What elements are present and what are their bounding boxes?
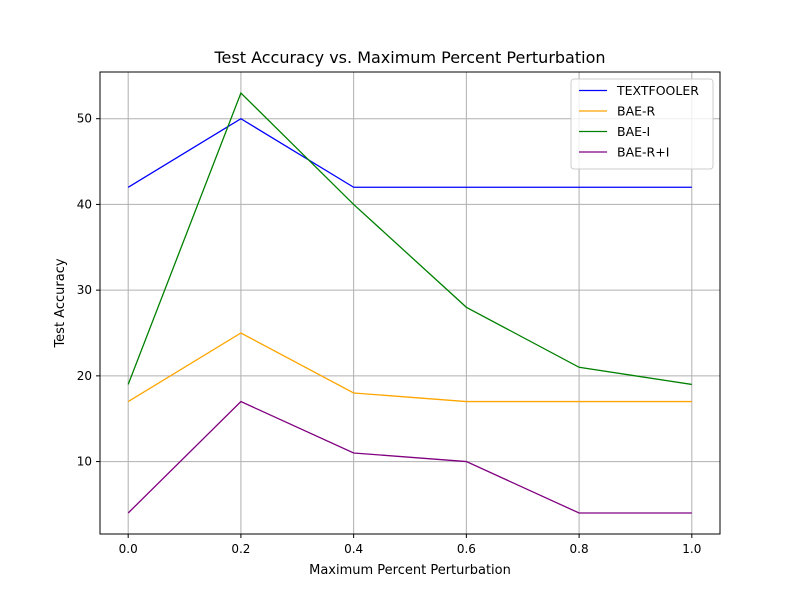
legend-box <box>570 78 714 170</box>
legend-label: BAE-I <box>617 124 650 139</box>
x-axis-label: Maximum Percent Perturbation <box>309 563 511 578</box>
legend-label: BAE-R <box>617 104 656 119</box>
y-tick-label: 30 <box>77 283 92 297</box>
chart-title: Test Accuracy vs. Maximum Percent Pertur… <box>213 48 605 67</box>
series-lines <box>127 91 692 514</box>
x-tick-label: 1.0 <box>682 542 701 556</box>
legend-label: TEXTFOOLER <box>616 83 699 98</box>
x-tick-label: 0.6 <box>457 542 476 556</box>
series-line-bae-r <box>127 332 692 403</box>
x-tick-label: 0.0 <box>119 542 138 556</box>
y-tick-label: 50 <box>77 112 92 126</box>
y-tick-label: 20 <box>77 369 92 383</box>
y-axis-ticks: 10 20 30 40 50 <box>77 112 100 469</box>
x-axis-ticks: 0.0 0.2 0.4 0.6 0.8 1.0 <box>119 534 701 556</box>
series-line-bae-i <box>127 91 692 386</box>
series-line-bae-r-i <box>127 400 692 514</box>
legend-label: BAE-R+I <box>617 145 669 160</box>
y-tick-label: 10 <box>77 455 92 469</box>
x-tick-label: 0.2 <box>231 542 250 556</box>
x-tick-label: 0.4 <box>344 542 363 556</box>
y-axis-label: Test Accuracy <box>53 258 68 348</box>
y-tick-label: 40 <box>77 197 92 211</box>
x-tick-label: 0.8 <box>570 542 589 556</box>
legend: TEXTFOOLER BAE-R BAE-I BAE-R+I <box>570 78 714 170</box>
series-line-textfooler <box>127 117 692 188</box>
plot-frame <box>99 71 721 535</box>
